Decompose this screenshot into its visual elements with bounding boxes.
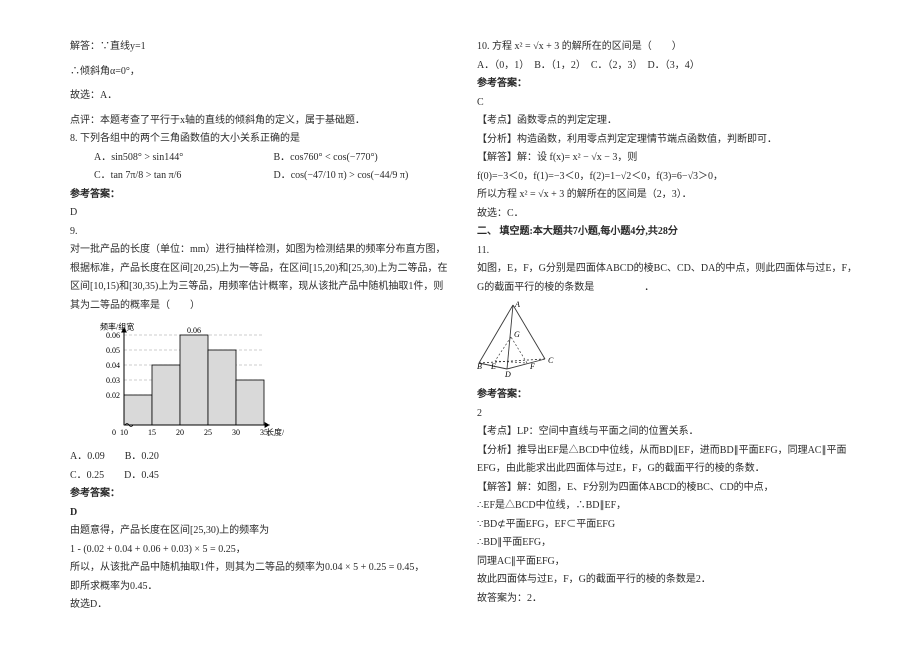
svg-text:G: G bbox=[514, 330, 520, 339]
svg-text:C: C bbox=[548, 356, 554, 365]
q8-opt-b: B．cos760° < cos(−770°) bbox=[274, 149, 454, 168]
svg-text:0.06: 0.06 bbox=[187, 326, 201, 335]
svg-text:15: 15 bbox=[148, 428, 156, 437]
q10-step: f(0)=−3＜0，f(1)=−3＜0，f(2)=1−√2＜0，f(3)=6−√… bbox=[477, 168, 860, 187]
q9-opts-ab: A．0.09 B．0.20 bbox=[70, 448, 453, 467]
q9-step: 1 - (0.02 + 0.04 + 0.06 + 0.03) × 5 = 0.… bbox=[70, 541, 453, 560]
q8-answer: D bbox=[70, 204, 453, 223]
tetrahedron-svg: A B C D E F G bbox=[477, 301, 555, 377]
answer-label: 参考答案： bbox=[477, 386, 860, 405]
q10-stem: 10. 方程 x² = √x + 3 的解所在的区间是（ ） bbox=[477, 38, 860, 57]
svg-text:30: 30 bbox=[232, 428, 240, 437]
q11-step: 故此四面体与过E，F，G的截面平行的棱的条数是2． bbox=[477, 571, 860, 590]
svg-text:D: D bbox=[504, 370, 511, 377]
q11-step: ∴EF是△BCD中位线，∴BD∥EF， bbox=[477, 497, 860, 516]
section-2-title: 二、 填空题:本大题共7小题,每小题4分,共28分 bbox=[477, 223, 860, 242]
q10-fenxi: 【分析】构造函数，利用零点判定定理情节端点函数值，判断即可． bbox=[477, 131, 860, 150]
q8-opt-a: A．sin508° > sin144° bbox=[94, 149, 274, 168]
q9-stem: 对一批产品的长度（单位：mm）进行抽样检测，如图为检测结果的频率分布直方图，根据… bbox=[70, 241, 453, 315]
q10-opts: A．（0，1） B．（1，2） C．（2，3） D．（3，4） bbox=[477, 57, 860, 76]
answer-label: 参考答案： bbox=[70, 186, 453, 205]
q10-step: 所以方程 x² = √x + 3 的解所在的区间是（2，3）． bbox=[477, 186, 860, 205]
text: ∴倾斜角α=0°， bbox=[70, 63, 453, 82]
q9-step: 由题意得，产品长度在区间[25,30)上的频率为 bbox=[70, 522, 453, 541]
q11-num: 11. bbox=[477, 242, 860, 261]
q11-stem: 如图，E，F，G分别是四面体ABCD的棱BC、CD、DA的中点，则此四面体与过E… bbox=[477, 260, 860, 297]
q8-opt-c: C．tan 7π/8 > tan π/6 bbox=[94, 167, 274, 186]
q9-step: 所以，从该批产品中随机抽取1件，则其为二等品的频率为0.04 × 5 + 0.2… bbox=[70, 559, 453, 578]
svg-text:0.05: 0.05 bbox=[106, 346, 120, 355]
q11-step: 故答案为：2． bbox=[477, 590, 860, 609]
tetrahedron-figure: A B C D E F G bbox=[477, 301, 860, 380]
histogram: 0.020.030.040.050.061015202530350.06频率/组… bbox=[84, 321, 453, 444]
answer-label: 参考答案： bbox=[70, 485, 453, 504]
svg-text:0.03: 0.03 bbox=[106, 376, 120, 385]
q11-answer: 2 bbox=[477, 405, 860, 424]
svg-text:长度/mm: 长度/mm bbox=[266, 427, 284, 437]
text: 解答：∵直线y=1 bbox=[70, 38, 453, 57]
q11-step: ∵BD⊄平面EFG，EF⊂平面EFG bbox=[477, 516, 860, 535]
q10-step: 故选：C． bbox=[477, 205, 860, 224]
q9-answer: D bbox=[70, 504, 453, 523]
q10-answer: C bbox=[477, 94, 860, 113]
svg-text:0.06: 0.06 bbox=[106, 331, 120, 340]
svg-text:0: 0 bbox=[112, 428, 116, 437]
svg-text:20: 20 bbox=[176, 428, 184, 437]
text: 点评：本题考查了平行于x轴的直线的倾斜角的定义，属于基础题． bbox=[70, 112, 453, 131]
q11-step: ∴BD∥平面EFG， bbox=[477, 534, 860, 553]
left-column: 解答：∵直线y=1 ∴倾斜角α=0°， 故选：A． 点评：本题考查了平行于x轴的… bbox=[70, 38, 453, 615]
q11-step: 同理AC∥平面EFG， bbox=[477, 553, 860, 572]
svg-text:B: B bbox=[477, 362, 482, 371]
svg-text:0.04: 0.04 bbox=[106, 361, 120, 370]
q11-kaodian: 【考点】LP：空间中直线与平面之间的位置关系． bbox=[477, 423, 860, 442]
svg-text:F: F bbox=[529, 362, 535, 371]
svg-text:频率/组宽: 频率/组宽 bbox=[100, 322, 134, 332]
answer-label: 参考答案： bbox=[477, 75, 860, 94]
text: 故选：A． bbox=[70, 87, 453, 106]
svg-text:E: E bbox=[490, 362, 496, 371]
q11-jieda: 【解答】解：如图，E、F分别为四面体ABCD的棱BC、CD的中点， bbox=[477, 479, 860, 498]
q10-jieda: 【解答】解：设 f(x)= x² − √x − 3，则 bbox=[477, 149, 860, 168]
q11-fenxi: 【分析】推导出EF是△BCD中位线，从而BD∥EF，进而BD∥平面EFG，同理A… bbox=[477, 442, 860, 479]
svg-text:10: 10 bbox=[120, 428, 128, 437]
right-column: 10. 方程 x² = √x + 3 的解所在的区间是（ ） A．（0，1） B… bbox=[477, 38, 860, 615]
q8-stem: 8. 下列各组中的两个三角函数值的大小关系正确的是 bbox=[70, 130, 453, 149]
svg-text:A: A bbox=[514, 301, 520, 309]
svg-text:0.02: 0.02 bbox=[106, 391, 120, 400]
svg-text:25: 25 bbox=[204, 428, 212, 437]
q9-num: 9. bbox=[70, 223, 453, 242]
histogram-svg: 0.020.030.040.050.061015202530350.06频率/组… bbox=[84, 321, 284, 441]
q9-step: 故选D． bbox=[70, 596, 453, 615]
q8-opt-d: D．cos(−47/10 π) > cos(−44/9 π) bbox=[274, 167, 454, 186]
q10-kaodian: 【考点】函数零点的判定定理． bbox=[477, 112, 860, 131]
q9-opts-cd: C．0.25 D．0.45 bbox=[70, 467, 453, 486]
q9-step: 即所求概率为0.45． bbox=[70, 578, 453, 597]
